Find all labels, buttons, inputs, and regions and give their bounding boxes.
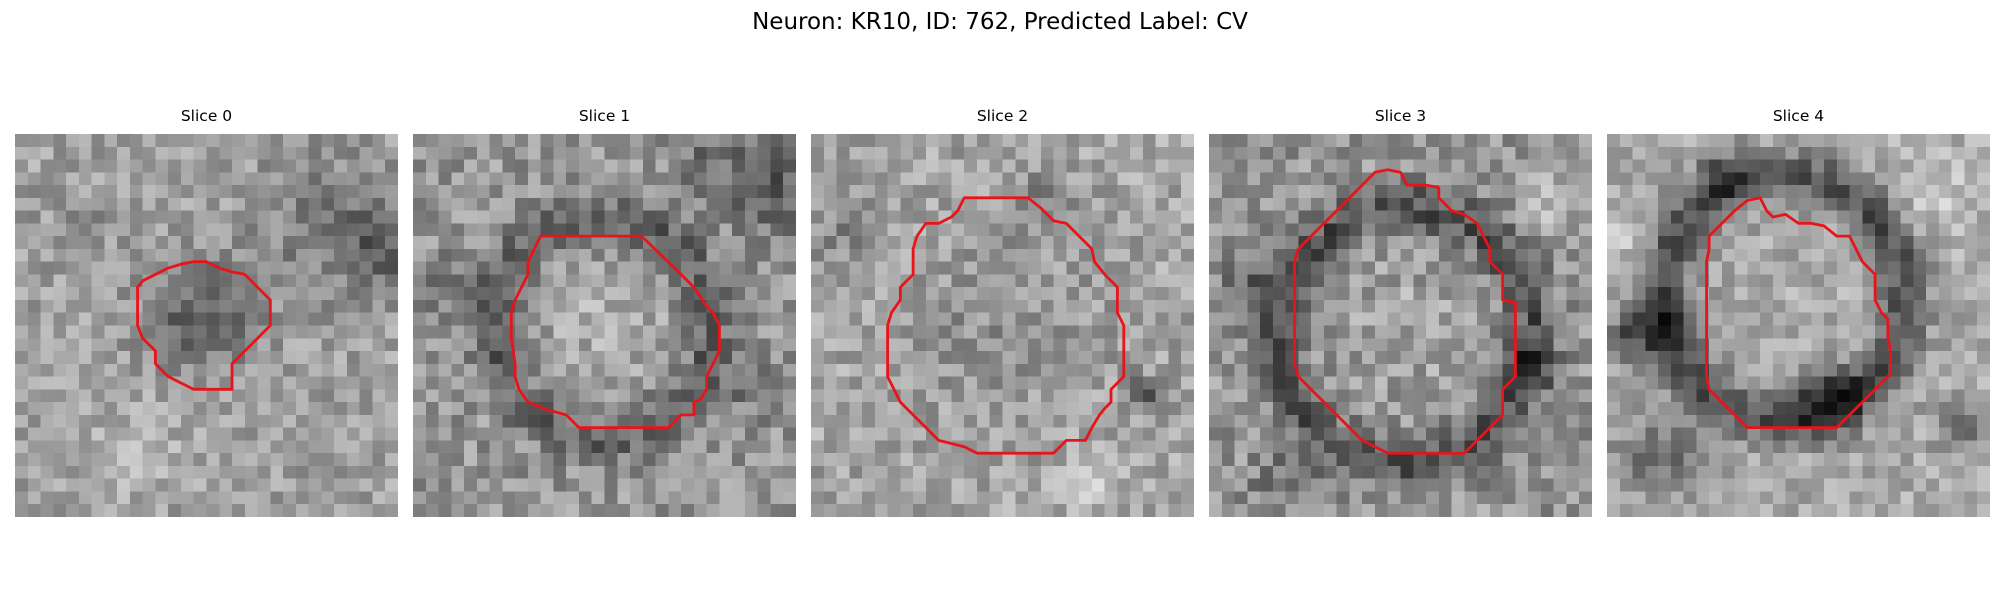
pixel-grid xyxy=(1607,134,1990,517)
cell-contour xyxy=(509,234,721,430)
slice-title-1: Slice 1 xyxy=(578,107,631,125)
slice-image-3 xyxy=(1209,134,1592,517)
cell-contour xyxy=(1705,196,1892,430)
slice-image-4 xyxy=(1607,134,1990,517)
pixel-grid xyxy=(1209,134,1592,517)
slice-panel-3: Slice 3 xyxy=(1209,106,1592,517)
slice-title-3: Slice 3 xyxy=(1374,107,1427,125)
slice-panel-4: Slice 4 xyxy=(1607,106,1990,517)
slice-image-0 xyxy=(15,134,398,517)
slice-title-2: Slice 2 xyxy=(976,107,1029,125)
pixel-grid xyxy=(413,134,796,517)
cell-contour xyxy=(886,196,1126,455)
cell-contour xyxy=(136,260,272,391)
pixel-grid xyxy=(811,134,1194,517)
slice-image-1 xyxy=(413,134,796,517)
figure-title: Neuron: KR10, ID: 762, Predicted Label: … xyxy=(752,9,1248,35)
slice-image-2 xyxy=(811,134,1194,517)
slice-panel-2: Slice 2 xyxy=(811,106,1194,517)
slice-panel-1: Slice 1 xyxy=(413,106,796,517)
slice-panel-0: Slice 0 xyxy=(15,106,398,517)
pixel-grid xyxy=(15,134,398,517)
slice-title-0: Slice 0 xyxy=(180,107,233,125)
cell-contour xyxy=(1293,168,1517,455)
slice-title-4: Slice 4 xyxy=(1772,107,1825,125)
